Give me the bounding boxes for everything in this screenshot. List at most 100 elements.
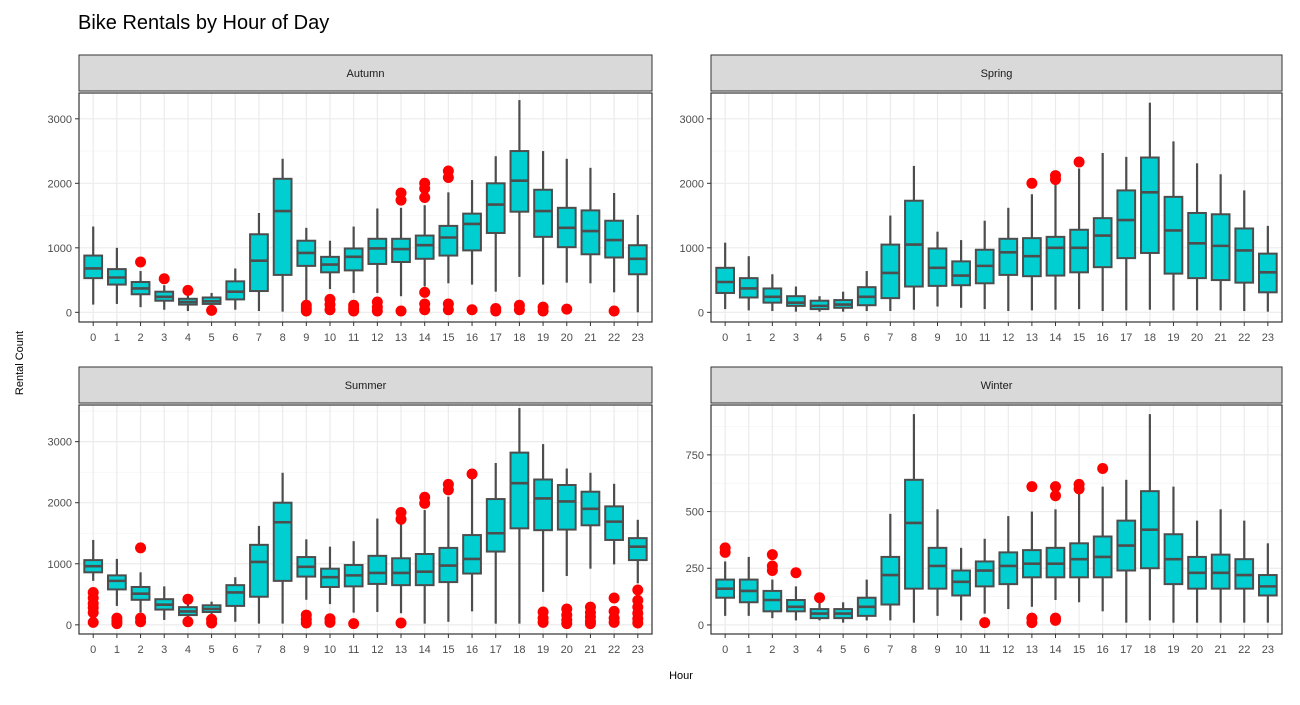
x-tick-label: 2 — [137, 332, 143, 344]
box-hour-12 — [367, 208, 388, 317]
box-iqr — [533, 188, 553, 238]
outlier-point — [419, 192, 431, 204]
box-iqr — [462, 534, 482, 575]
box-hour-12 — [998, 207, 1019, 312]
outlier-point — [1097, 462, 1109, 474]
outlier-point — [395, 305, 407, 317]
facet-strip — [78, 366, 653, 404]
x-tick-label: 1 — [746, 332, 752, 344]
x-tick-label: 9 — [934, 644, 940, 656]
box-hour-15 — [1069, 156, 1089, 310]
outlier-point — [206, 304, 218, 316]
y-tick-label: 1000 — [680, 243, 704, 255]
box-hour-21 — [580, 167, 601, 284]
box-hour-20 — [556, 468, 577, 630]
box-iqr — [1140, 156, 1160, 254]
box-hour-18 — [1140, 414, 1160, 621]
outlier-point — [979, 617, 991, 629]
box-hour-16 — [1092, 462, 1113, 612]
x-tick-label: 14 — [419, 644, 431, 656]
x-tick-label: 5 — [209, 332, 215, 344]
box-hour-4 — [809, 296, 830, 312]
box-iqr — [974, 560, 995, 588]
outlier-point — [1073, 156, 1085, 168]
y-tick-label: 3000 — [48, 114, 72, 126]
outlier-point — [608, 305, 620, 317]
box-hour-17 — [485, 156, 506, 317]
x-tick-label: 11 — [979, 644, 990, 656]
box-hour-10 — [951, 240, 971, 308]
box-hour-6 — [856, 271, 877, 312]
y-tick-label: 3000 — [48, 437, 72, 449]
x-tick-label: 3 — [793, 644, 799, 656]
outlier-point — [1049, 481, 1061, 493]
x-tick-label: 10 — [955, 644, 967, 656]
outlier-point — [513, 304, 525, 316]
outlier-point — [1049, 614, 1061, 626]
x-tick-label: 2 — [769, 332, 775, 344]
x-tick-label: 10 — [324, 644, 336, 656]
box-hour-21 — [1210, 509, 1231, 623]
box-hour-13 — [1022, 177, 1042, 311]
x-tick-label: 23 — [1262, 644, 1274, 656]
box-iqr — [107, 574, 127, 591]
outlier-point — [87, 607, 99, 619]
outlier-point — [719, 546, 731, 558]
y-tick-label: 0 — [66, 620, 72, 632]
box-hour-11 — [343, 541, 364, 630]
y-tick-label: 0 — [66, 307, 72, 319]
box-hour-7 — [249, 525, 269, 624]
x-tick-label: 12 — [371, 332, 383, 344]
box-hour-14 — [414, 177, 435, 316]
box-iqr — [556, 483, 577, 531]
outlier-point — [1026, 617, 1038, 629]
box-hour-15 — [1069, 478, 1089, 603]
box-hour-1 — [107, 558, 127, 630]
box-hour-22 — [604, 192, 624, 317]
x-tick-label: 21 — [1215, 644, 1227, 656]
outlier-point — [1073, 483, 1085, 495]
x-tick-label: 0 — [90, 644, 96, 656]
x-axis-label: Hour — [669, 670, 693, 682]
box-hour-15 — [438, 165, 459, 316]
x-tick-label: 14 — [1049, 644, 1061, 656]
y-tick-label: 500 — [686, 507, 704, 519]
x-tick-label: 14 — [419, 332, 431, 344]
box-iqr — [485, 498, 506, 553]
outlier-point — [206, 617, 218, 629]
box-hour-23 — [1257, 225, 1278, 312]
box-hour-0 — [83, 539, 104, 628]
y-tick-label: 2000 — [680, 178, 704, 190]
box-hour-5 — [833, 602, 853, 623]
outlier-point — [182, 593, 194, 605]
x-tick-label: 18 — [513, 644, 525, 656]
box-iqr — [880, 243, 901, 300]
x-tick-label: 16 — [1097, 332, 1109, 344]
box-hour-13 — [391, 187, 411, 317]
box-hour-21 — [580, 472, 601, 630]
x-tick-label: 9 — [303, 332, 309, 344]
x-tick-label: 12 — [1002, 644, 1014, 656]
panel-background — [79, 93, 652, 322]
outlier-point — [1026, 481, 1038, 493]
box-hour-19 — [533, 444, 553, 628]
box-hour-2 — [762, 549, 783, 619]
box-iqr — [715, 266, 736, 294]
outlier-point — [632, 617, 644, 629]
outlier-point — [158, 273, 170, 285]
x-tick-label: 19 — [1167, 332, 1179, 344]
outlier-point — [1049, 173, 1061, 185]
box-hour-20 — [556, 158, 577, 315]
box-iqr — [1092, 217, 1113, 269]
facet-strip-label: Summer — [345, 380, 387, 392]
box-iqr — [367, 554, 388, 585]
x-tick-label: 17 — [490, 644, 502, 656]
panel-border — [78, 92, 653, 323]
outlier-point — [395, 194, 407, 206]
panel-border — [710, 92, 1283, 323]
box-hour-1 — [738, 556, 759, 616]
box-iqr — [927, 546, 948, 590]
box-hour-20 — [1187, 163, 1207, 311]
